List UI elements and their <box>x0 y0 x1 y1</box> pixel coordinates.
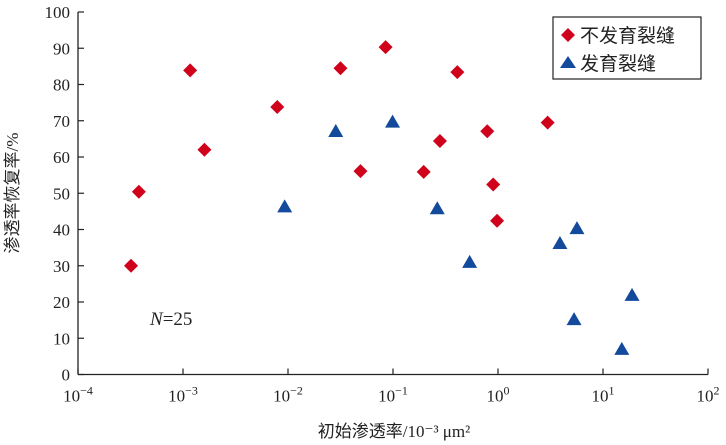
y-tick-label: 20 <box>53 293 70 312</box>
data-point-diamond <box>432 134 447 149</box>
data-point-diamond <box>480 124 495 139</box>
data-point-triangle <box>328 123 344 137</box>
data-point-diamond <box>353 164 368 179</box>
x-tick-label: 10−4 <box>63 384 93 406</box>
data-marks <box>124 40 640 355</box>
data-point-triangle <box>624 287 640 301</box>
data-point-triangle <box>614 341 630 355</box>
legend-box <box>552 16 702 80</box>
legend-triangle-icon <box>560 56 576 68</box>
n-annotation-value: =25 <box>163 309 193 330</box>
data-point-diamond <box>378 40 393 55</box>
data-point-triangle <box>277 199 293 213</box>
y-tick-label: 90 <box>53 39 70 58</box>
legend-label-1: 发育裂缝 <box>580 53 656 75</box>
data-point-diamond <box>416 164 431 179</box>
data-point-diamond <box>270 99 285 114</box>
y-tick-label: 0 <box>62 366 71 385</box>
legend-label-0: 不发育裂缝 <box>580 25 675 47</box>
data-point-triangle <box>462 254 478 268</box>
data-point-triangle <box>569 221 585 235</box>
x-axis-title: 初始渗透率/10⁻³ μm² <box>318 422 470 441</box>
y-tick-label: 10 <box>53 329 70 348</box>
y-tick-label: 80 <box>53 76 70 95</box>
x-tick-label: 10−3 <box>168 384 198 406</box>
data-point-diamond <box>333 61 348 76</box>
data-point-triangle <box>552 236 568 249</box>
y-axis-title: 渗透率恢复率/% <box>3 133 22 254</box>
data-point-diamond <box>124 258 139 273</box>
y-tick-label: 60 <box>53 148 70 167</box>
y-tick-label: 100 <box>45 3 71 22</box>
data-point-diamond <box>490 213 505 228</box>
legend: 不发育裂缝 发育裂缝 <box>552 16 702 80</box>
data-point-triangle <box>385 114 401 128</box>
y-tick-label: 40 <box>53 221 70 240</box>
n-annotation-italic: N <box>149 309 164 330</box>
data-point-diamond <box>197 142 212 157</box>
data-point-diamond <box>450 65 465 80</box>
y-tick-label: 70 <box>53 112 70 131</box>
legend-diamond-icon <box>561 28 575 42</box>
data-point-diamond <box>183 63 198 78</box>
data-point-triangle <box>566 312 582 326</box>
x-tick-label: 100 <box>487 384 510 406</box>
y-tick-label: 50 <box>53 184 70 203</box>
axes: 0 10 20 30 40 50 60 70 80 90 100 10−4 10−3 10−2 10−1 10… <box>45 3 720 406</box>
data-point-diamond <box>540 115 555 130</box>
x-tick-label: 10−2 <box>273 384 303 406</box>
data-point-diamond <box>486 177 501 192</box>
n-annotation: N=25 <box>149 309 192 330</box>
x-tick-label: 101 <box>592 384 615 406</box>
x-tick-label: 10−1 <box>378 384 408 406</box>
x-tick-label: 102 <box>697 384 720 406</box>
data-point-triangle <box>429 201 445 215</box>
y-tick-label: 30 <box>53 257 70 276</box>
data-point-diamond <box>131 184 146 199</box>
